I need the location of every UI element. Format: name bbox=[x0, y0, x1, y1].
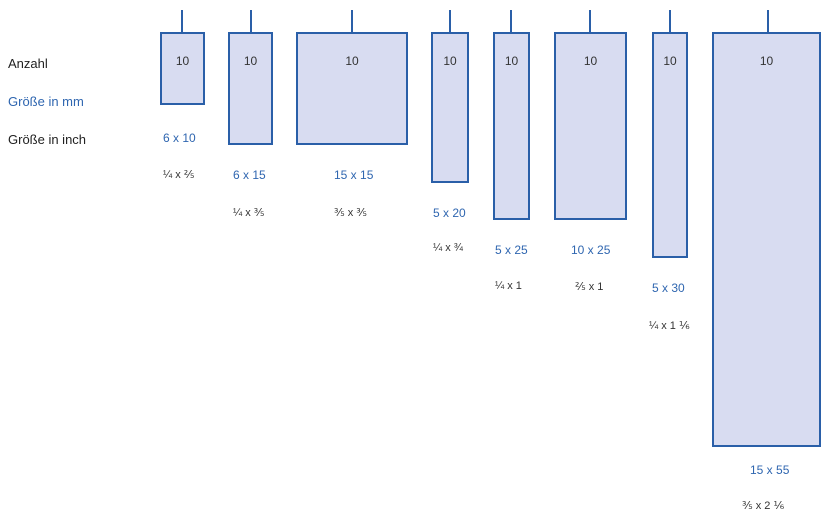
size-rectangle: 10 bbox=[493, 32, 530, 220]
size-rectangle: 10 bbox=[160, 32, 205, 105]
count-value: 10 bbox=[345, 54, 359, 68]
size-inch-value: ¼ x 1 bbox=[495, 280, 522, 292]
size-rectangle: 10 bbox=[431, 32, 469, 183]
size-inch-value: ¼ x ¾ bbox=[433, 242, 463, 254]
hanger-hook bbox=[669, 10, 671, 44]
hanger-hook bbox=[449, 10, 451, 44]
row-label-size-mm: Größe in mm bbox=[8, 94, 84, 109]
hanger-hook bbox=[351, 10, 353, 44]
size-mm-value: 5 x 20 bbox=[433, 206, 466, 220]
count-value: 10 bbox=[504, 54, 519, 68]
row-label-size-inch: Größe in inch bbox=[8, 132, 87, 147]
count-value: 10 bbox=[243, 54, 258, 68]
size-rectangle: 10 bbox=[228, 32, 273, 145]
size-mm-value: 5 x 25 bbox=[495, 243, 528, 257]
hanger-hook bbox=[510, 10, 512, 44]
size-inch-value: ¼ x ⅖ bbox=[163, 169, 195, 181]
size-rectangle: 10 bbox=[296, 32, 408, 145]
size-inch-value: ⅖ x 1 bbox=[575, 281, 604, 293]
size-mm-value: 10 x 25 bbox=[571, 243, 611, 257]
size-mm-value: 6 x 10 bbox=[163, 131, 196, 145]
size-mm-value: 15 x 15 bbox=[334, 168, 374, 182]
hanger-hook bbox=[589, 10, 591, 44]
count-value: 10 bbox=[175, 54, 190, 68]
size-rectangle: 10 bbox=[554, 32, 627, 220]
hanger-hook bbox=[250, 10, 252, 44]
size-inch-value: ⅗ x ⅗ bbox=[334, 207, 367, 219]
count-value: 10 bbox=[663, 54, 677, 68]
size-rectangle: 10 bbox=[652, 32, 688, 258]
size-inch-value: ¼ x 1 ⅙ bbox=[649, 320, 690, 332]
size-inch-value: ⅗ x 2 ⅙ bbox=[742, 500, 785, 512]
size-mm-value: 6 x 15 bbox=[233, 168, 266, 182]
hanger-hook bbox=[767, 10, 769, 44]
hanger-hook bbox=[181, 10, 183, 44]
count-value: 10 bbox=[443, 54, 457, 68]
row-label-count: Anzahl bbox=[8, 56, 48, 71]
size-inch-value: ¼ x ⅗ bbox=[233, 207, 265, 219]
count-value: 10 bbox=[759, 54, 774, 68]
size-mm-value: 15 x 55 bbox=[750, 463, 790, 477]
size-mm-value: 5 x 30 bbox=[652, 281, 685, 295]
size-rectangle: 10 bbox=[712, 32, 821, 447]
count-value: 10 bbox=[583, 54, 598, 68]
